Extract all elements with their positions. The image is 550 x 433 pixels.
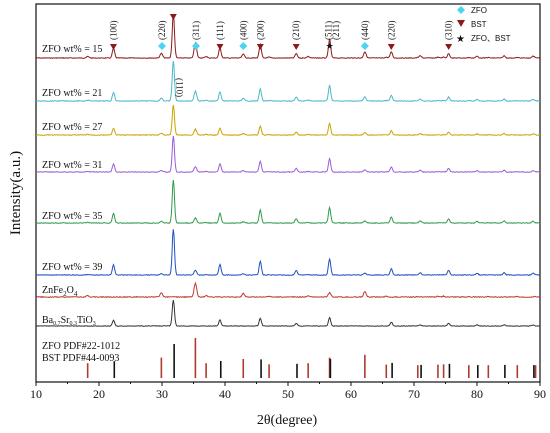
legend-zfo-label: ZFO [471,6,487,15]
series-label-znfe2o4: ZnFe2O4 [42,285,78,298]
trace-7 [35,281,541,299]
series-label-31: ZFO wt% = 31 [42,160,102,171]
trace-5 [35,179,541,224]
x-axis-label: 2θ(degree) [257,413,318,428]
bst-peak-marker-5 [387,44,395,50]
x-tick-label-1: 20 [93,387,105,401]
hkl-label-3: (311) [191,21,201,40]
hkl-labels: (100) (220) (110) (311) (111) (400) (200) (210)… [108,20,453,97]
x-tick-label-5: 60 [345,387,357,401]
hkl-label-12: (310) [444,21,454,41]
hkl-label-2: (110) [174,78,184,97]
y-axis-label: Intensity(a.u.) [8,151,24,235]
peak-markers: ★ [109,14,453,51]
zfo-peak-marker-2 [239,42,248,50]
series-label-15: ZFO wt% = 15 [42,44,102,55]
x-tick-label-8: 90 [534,387,546,401]
trace-6 [36,229,541,276]
trace-1 [36,13,540,59]
hkl-label-8: (511) [323,21,333,40]
legend-star-marker: ★ [456,34,465,45]
trace-8 [35,300,541,327]
trace-4 [35,135,541,173]
trace-2 [35,60,541,102]
bst-pdf-label: BST PDF#44-0093 [42,353,119,364]
zfo-peak-marker-1 [192,42,201,50]
x-axis-ticks: 10 20 30 40 50 60 70 80 90 [30,382,546,401]
x-tick-label-4: 50 [282,387,294,401]
hkl-label-0: (100) [108,21,118,40]
bst-peak-marker-1 [169,14,177,20]
legend-bst-label: BST [471,20,487,29]
hkl-label-7: (210) [291,21,301,41]
legend: ZFO BST ★ ZFO、BST [456,6,511,45]
legend-zfo-marker [457,6,465,14]
x-tick-label-6: 70 [408,387,420,401]
bst-peak-marker-6 [445,44,453,50]
hkl-label-1: (220) [157,21,167,41]
bst-peak-marker-0 [109,44,117,50]
hkl-label-11: (220) [386,21,396,41]
legend-bst-marker [457,20,465,27]
series-label-bst: Ba0.7Sr0.3TiO3 [42,315,96,327]
series-label-27: ZFO wt% = 27 [42,122,102,133]
bst-peak-marker-2 [216,44,224,50]
series-label-35: ZFO wt% = 35 [42,211,102,222]
hkl-label-6: (200) [255,21,265,41]
bst-peak-marker-4 [292,44,300,50]
reference-bars [86,338,537,378]
hkl-label-5: (400) [238,20,248,40]
legend-both-label: ZFO、BST [471,34,511,43]
x-tick-label-0: 10 [30,387,42,401]
trace-group [35,13,541,327]
x-tick-label-7: 80 [471,387,483,401]
series-label-39: ZFO wt% = 39 [42,262,102,273]
x-tick-label-3: 40 [219,387,231,401]
dual-peak-marker: ★ [326,41,334,51]
zfo-peak-marker-3 [360,42,369,50]
series-label-21: ZFO wt% = 21 [42,88,102,99]
zfo-peak-marker-0 [158,42,166,50]
bst-peak-marker-3 [256,44,264,50]
x-tick-label-2: 30 [156,387,168,401]
zfo-pdf-label: ZFO PDF#22-1012 [42,341,120,352]
hkl-label-10: (440) [360,21,370,41]
hkl-label-9: (211) [331,21,341,40]
trace-3 [35,104,541,136]
hkl-label-4: (111) [215,21,225,40]
